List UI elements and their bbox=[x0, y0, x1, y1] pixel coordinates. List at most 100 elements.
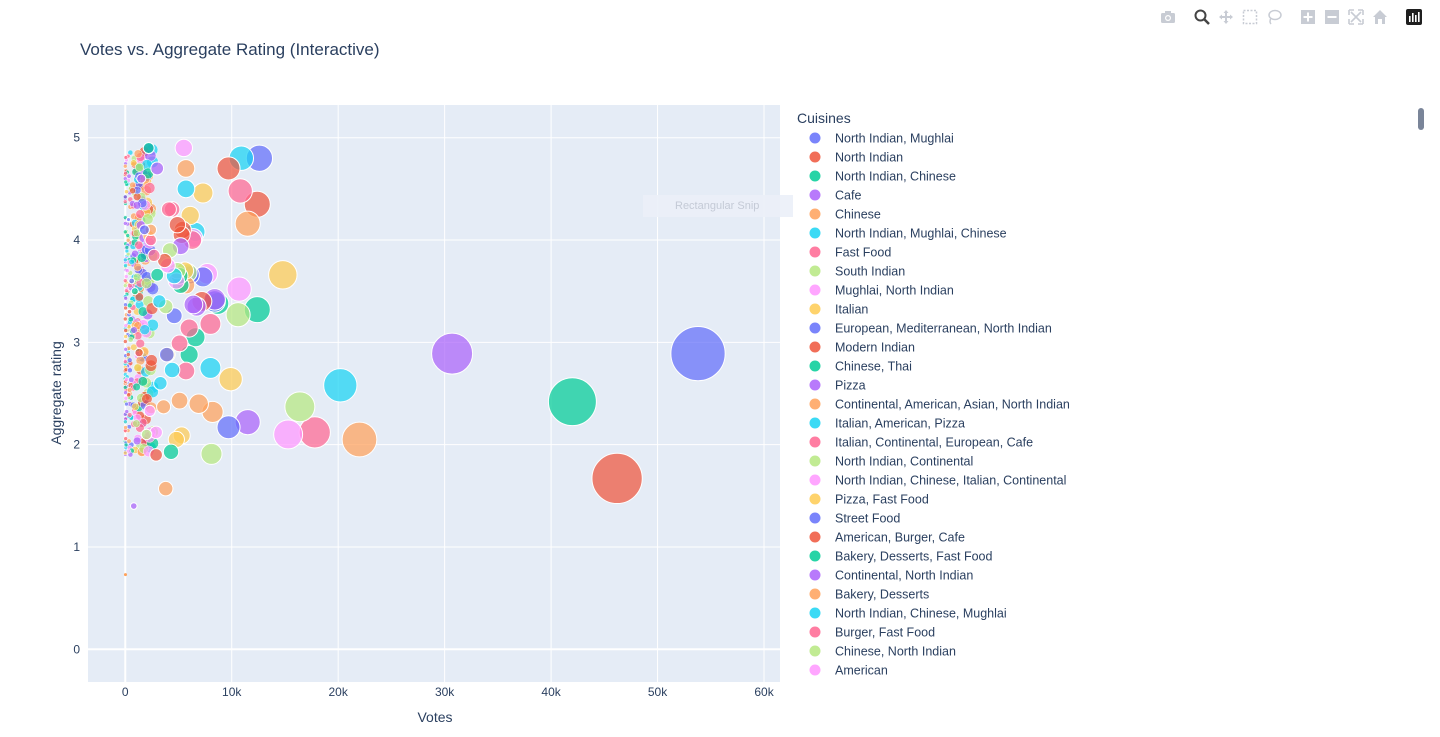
bubble-point[interactable] bbox=[138, 224, 150, 236]
bubble-point[interactable] bbox=[147, 248, 161, 262]
legend-item[interactable]: Bakery, Desserts, Fast Food bbox=[809, 550, 993, 564]
legend-item[interactable]: North Indian, Continental bbox=[809, 455, 974, 469]
legend-item[interactable]: Fast Food bbox=[809, 246, 892, 260]
legend-item[interactable]: South Indian bbox=[809, 265, 906, 279]
legend-item[interactable]: Bakery, Desserts bbox=[809, 588, 930, 602]
bubble-point[interactable] bbox=[547, 377, 597, 427]
bubble-point[interactable] bbox=[142, 141, 155, 154]
small-bubble bbox=[127, 357, 133, 363]
legend-item[interactable]: Cafe bbox=[809, 189, 862, 203]
legend-item[interactable]: Italian, American, Pizza bbox=[809, 417, 965, 431]
bubble-point[interactable] bbox=[284, 391, 316, 423]
bubble-point[interactable] bbox=[199, 356, 222, 379]
camera-icon[interactable] bbox=[1156, 6, 1180, 28]
bubble-point[interactable] bbox=[199, 312, 222, 335]
bubble-point[interactable] bbox=[160, 201, 177, 218]
legend-item[interactable]: Street Food bbox=[809, 512, 901, 526]
legend-item[interactable]: North Indian, Chinese bbox=[809, 170, 956, 184]
legend-item[interactable]: Chinese bbox=[809, 208, 881, 222]
bubble-point[interactable] bbox=[136, 173, 147, 184]
bubble-point[interactable] bbox=[168, 216, 187, 234]
bubble-point[interactable] bbox=[170, 391, 189, 410]
bubble-point[interactable] bbox=[431, 332, 474, 375]
bubble-point[interactable] bbox=[176, 179, 196, 199]
bubble-point[interactable] bbox=[126, 308, 133, 315]
legend-item[interactable]: Italian bbox=[809, 303, 869, 317]
legend-item[interactable]: North Indian, Mughlai bbox=[809, 132, 954, 146]
bubble-point[interactable] bbox=[130, 287, 139, 296]
bubble-point[interactable] bbox=[162, 443, 180, 460]
bubble-point[interactable] bbox=[341, 421, 378, 458]
legend-item[interactable]: Chinese, Thai bbox=[809, 360, 912, 374]
box-select-icon[interactable] bbox=[1238, 6, 1262, 28]
legend-label: Italian, Continental, European, Cafe bbox=[835, 436, 1033, 450]
legend-item[interactable]: Burger, Fast Food bbox=[809, 626, 936, 640]
autoscale-icon[interactable] bbox=[1344, 6, 1368, 28]
plotly-logo-icon[interactable] bbox=[1402, 6, 1426, 28]
legend-item[interactable]: North Indian, Mughlai, Chinese bbox=[809, 227, 1007, 241]
zoom-in-icon[interactable] bbox=[1296, 6, 1320, 28]
bubble-point[interactable] bbox=[128, 277, 136, 285]
bubble-point[interactable] bbox=[200, 442, 223, 465]
small-bubble bbox=[126, 173, 132, 179]
small-bubble bbox=[125, 268, 130, 273]
bubble-point[interactable] bbox=[188, 393, 209, 414]
bubble-point[interactable] bbox=[156, 399, 172, 415]
lasso-icon[interactable] bbox=[1262, 6, 1286, 28]
bubble-point[interactable] bbox=[150, 161, 165, 176]
legend-item[interactable]: Modern Indian bbox=[809, 341, 915, 355]
bubble-point[interactable] bbox=[129, 502, 138, 510]
bubble-point[interactable] bbox=[152, 294, 167, 309]
legend-scrollbar[interactable] bbox=[1418, 108, 1424, 130]
bubble-point[interactable] bbox=[670, 325, 726, 382]
legend-marker bbox=[809, 341, 821, 353]
legend-item[interactable]: Italian, Continental, European, Cafe bbox=[809, 436, 1034, 450]
bubble-point[interactable] bbox=[273, 419, 304, 450]
bubble-point[interactable] bbox=[234, 210, 261, 237]
legend-item[interactable]: North Indian, Chinese, Mughlai bbox=[809, 607, 1007, 621]
bubble-point[interactable] bbox=[591, 452, 643, 505]
legend-item[interactable]: European, Mediterranean, North Indian bbox=[809, 322, 1052, 336]
legend-item[interactable]: Chinese, North Indian bbox=[809, 645, 956, 659]
legend-item[interactable]: North Indian, Chinese, Italian, Continen… bbox=[809, 474, 1067, 488]
bubble-point[interactable] bbox=[323, 368, 358, 403]
y-tick-label: 2 bbox=[73, 438, 80, 452]
bubble-point[interactable] bbox=[176, 159, 196, 178]
legend[interactable]: Cuisines North Indian, Mughlai North Indi… bbox=[797, 110, 1070, 678]
bubble-point[interactable] bbox=[183, 294, 204, 315]
bubble-point[interactable] bbox=[170, 334, 189, 353]
bubble-point[interactable] bbox=[140, 428, 153, 441]
reset-axes-icon[interactable] bbox=[1368, 6, 1392, 28]
bubble-point[interactable] bbox=[134, 347, 144, 358]
legend-item[interactable]: North Indian bbox=[809, 151, 904, 165]
bubble-point[interactable] bbox=[149, 448, 163, 462]
bubble-point[interactable] bbox=[158, 346, 175, 363]
zoom-out-icon[interactable] bbox=[1320, 6, 1344, 28]
bubble-point[interactable] bbox=[216, 415, 241, 440]
bubble-point[interactable] bbox=[150, 267, 165, 282]
bubble-point[interactable] bbox=[143, 404, 156, 418]
legend-item[interactable]: Continental, North Indian bbox=[809, 569, 974, 583]
bubble-point[interactable] bbox=[163, 361, 181, 379]
legend-item[interactable]: Continental, American, Asian, North Indi… bbox=[809, 398, 1070, 412]
bubble-point[interactable] bbox=[179, 318, 199, 338]
bubble-point[interactable] bbox=[227, 178, 253, 204]
bubble-point[interactable] bbox=[192, 182, 214, 204]
bubble-point[interactable] bbox=[225, 302, 251, 328]
bubble-point[interactable] bbox=[226, 276, 252, 302]
zoom-icon[interactable] bbox=[1190, 6, 1214, 28]
legend-item[interactable]: Pizza bbox=[809, 379, 866, 393]
legend-item[interactable]: Mughlai, North Indian bbox=[809, 284, 954, 298]
legend-item[interactable]: Pizza, Fast Food bbox=[809, 493, 929, 507]
legend-item[interactable]: American, Burger, Cafe bbox=[809, 531, 965, 545]
bubble-point[interactable] bbox=[158, 480, 174, 497]
pan-icon[interactable] bbox=[1214, 6, 1238, 28]
bubble-point[interactable] bbox=[218, 367, 243, 392]
bubble-point[interactable] bbox=[153, 376, 168, 391]
bubble-points[interactable] bbox=[125, 138, 726, 510]
bubble-point[interactable] bbox=[268, 260, 298, 290]
bubble-point[interactable] bbox=[216, 156, 241, 181]
legend-item[interactable]: American bbox=[809, 664, 888, 678]
bubble-point[interactable] bbox=[174, 138, 193, 158]
bubble-point[interactable] bbox=[125, 217, 131, 223]
